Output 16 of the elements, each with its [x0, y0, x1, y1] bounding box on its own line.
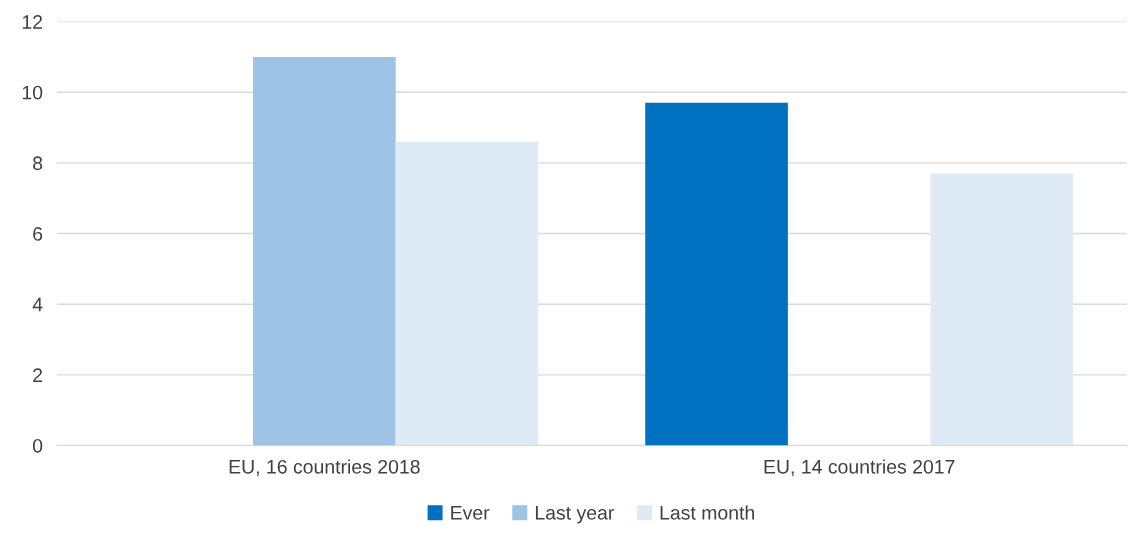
y-tick-label: 4 — [32, 297, 43, 312]
bar — [645, 102, 788, 446]
bar — [253, 56, 396, 446]
x-tick-label: EU, 16 countries 2018 — [229, 459, 420, 476]
y-tick-label: 2 — [33, 368, 43, 382]
bar — [395, 141, 539, 446]
y-tick-label: 8 — [33, 156, 43, 171]
legend-label: Ever — [451, 506, 490, 520]
y-tick-label: 12 — [22, 15, 43, 29]
legend-label: Last month — [660, 505, 754, 520]
y-tick-label: 0 — [32, 438, 43, 453]
y-tick-label: 10 — [22, 85, 43, 100]
legend-label: Last year — [535, 506, 615, 524]
y-tick-label: 6 — [33, 227, 43, 241]
x-tick-label: EU, 14 countries 2017 — [764, 459, 955, 476]
bar — [930, 173, 1074, 446]
